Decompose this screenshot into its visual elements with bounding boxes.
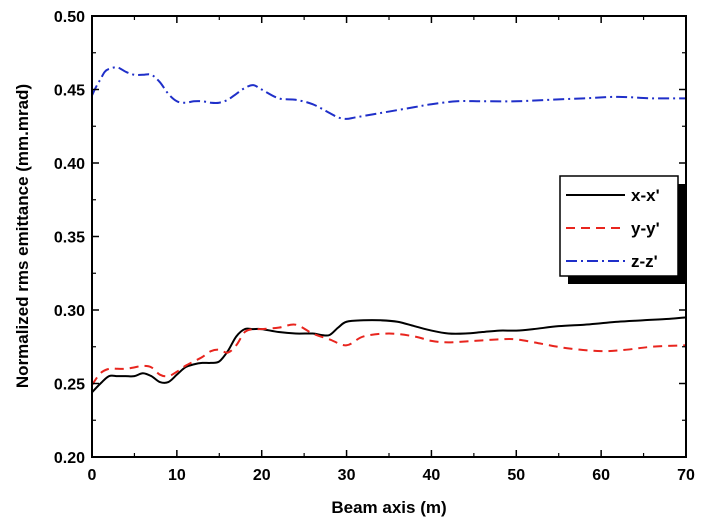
x-tick-label: 20	[253, 467, 271, 484]
y-tick-label: 0.25	[54, 377, 85, 394]
legend: x-x' y-y' z-z'	[559, 175, 686, 284]
legend-box	[559, 175, 679, 277]
series-line-2	[92, 323, 686, 386]
x-axis-title: Beam axis (m)	[331, 498, 446, 517]
x-tick-label: 70	[677, 467, 695, 484]
x-tick-label: 0	[88, 467, 97, 484]
series-lines	[92, 66, 686, 394]
y-tick-label: 0.45	[54, 83, 85, 100]
legend-label-3: z-z'	[631, 252, 658, 271]
y-tick-label: 0.50	[54, 9, 85, 26]
tick-labels: 0 10 20 30 40 50 60 70 0.20 0.25 0.30 0.35 0.40 0.45 0…	[54, 9, 695, 484]
legend-label-1: x-x'	[631, 186, 660, 205]
x-tick-label: 40	[423, 467, 441, 484]
y-axis-title: Normalized rms emittance (mm.mrad)	[13, 84, 32, 388]
legend-label-2: y-y'	[631, 219, 660, 238]
series-line-1	[92, 316, 686, 394]
x-tick-label: 30	[338, 467, 356, 484]
y-tick-label: 0.35	[54, 230, 85, 247]
y-tick-label: 0.40	[54, 156, 85, 173]
y-tick-label: 0.20	[54, 450, 85, 467]
series-line-3	[92, 66, 686, 120]
x-tick-label: 60	[592, 467, 610, 484]
x-tick-label: 50	[507, 467, 525, 484]
x-tick-label: 10	[168, 467, 186, 484]
axis-ticks	[91, 15, 687, 458]
y-tick-label: 0.30	[54, 303, 85, 320]
